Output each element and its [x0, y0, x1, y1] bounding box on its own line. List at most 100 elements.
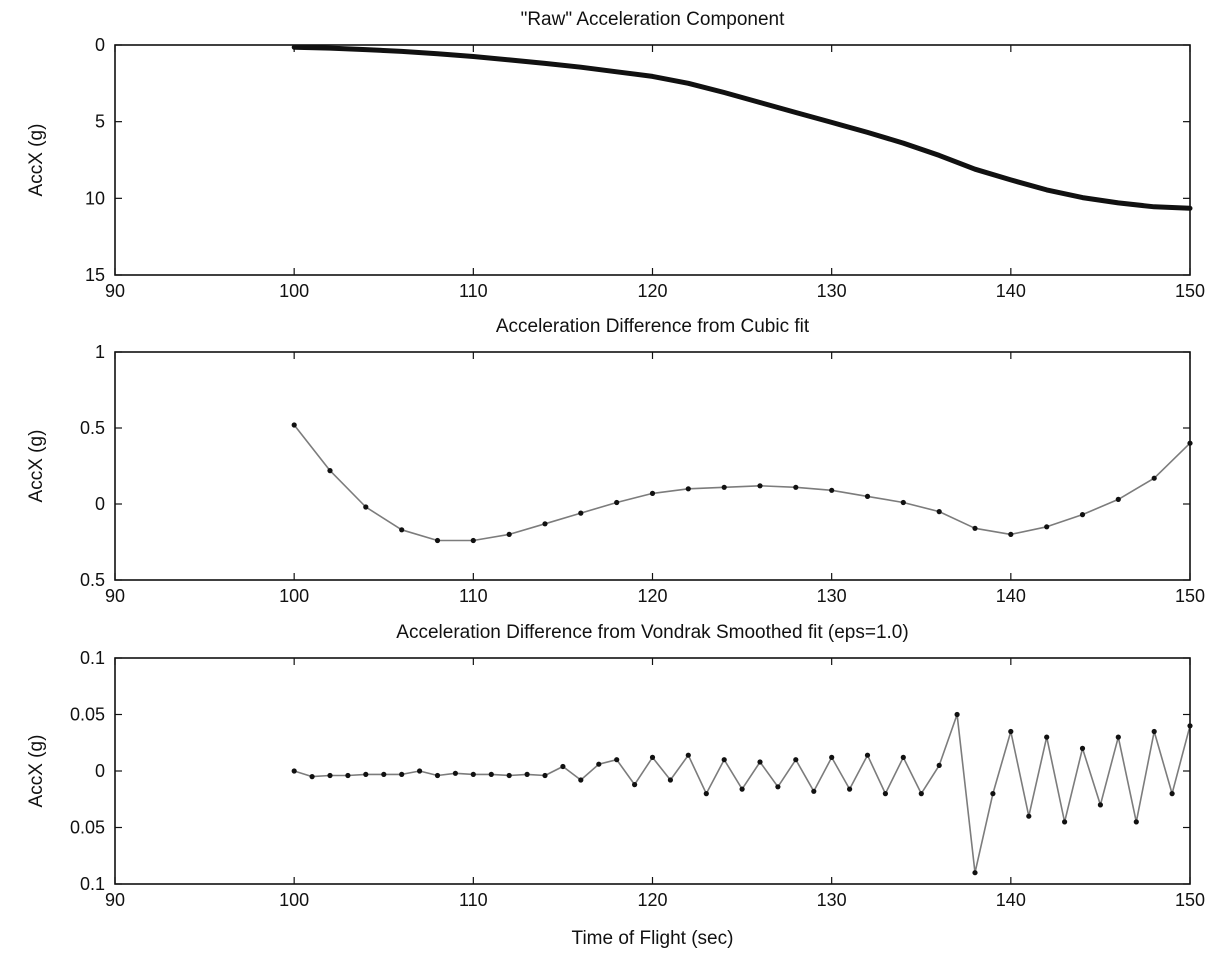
- y-tick-label: 0.5: [80, 570, 105, 590]
- chart-title: Acceleration Difference from Cubic fit: [496, 316, 810, 337]
- vondrak-fit-difference-panel: 90 100 110 120 130 140 150 0.1 0.05 0 0.05 0.1 Accel…: [26, 622, 1205, 949]
- data-point: [1079, 511, 1086, 518]
- data-point: [667, 777, 674, 783]
- x-tick-label: 110: [459, 281, 488, 301]
- data-point: [1151, 475, 1157, 481]
- data-trace: [293, 713, 1191, 874]
- x-tick-label: 150: [1175, 281, 1205, 301]
- y-tick-label: 5: [95, 112, 105, 132]
- data-point: [1008, 728, 1014, 735]
- data-point: [560, 763, 566, 770]
- data-point: [1187, 723, 1193, 729]
- data-point: [488, 771, 494, 778]
- data-point: [811, 788, 817, 794]
- y-tick-label: 0.1: [80, 648, 105, 668]
- y-tick-label: 0: [95, 35, 105, 55]
- data-point: [434, 772, 441, 779]
- x-tick-label: 150: [1175, 890, 1205, 910]
- data-trace: [293, 424, 1191, 542]
- chart-title: Acceleration Difference from Vondrak Smo…: [396, 622, 908, 643]
- data-point: [470, 537, 476, 544]
- data-point: [721, 484, 727, 490]
- data-point: [1044, 734, 1050, 740]
- data-point: [1079, 745, 1086, 752]
- data-point: [793, 484, 799, 490]
- data-point: [614, 757, 620, 763]
- data-point: [363, 771, 369, 778]
- data-point: [900, 499, 906, 506]
- y-tick-label: 15: [85, 265, 105, 285]
- data-point: [864, 752, 871, 758]
- x-axis-label: Time of Flight (sec): [572, 928, 734, 949]
- x-tick-label: 120: [637, 281, 667, 301]
- data-point: [1008, 531, 1014, 538]
- cubic-fit-difference-panel: 90 100 110 120 130 140 150 1 0.5 0 0.5 Acceleration…: [26, 316, 1205, 606]
- x-tick-label: 100: [279, 890, 309, 910]
- y-tick-label: 0: [95, 761, 105, 781]
- data-point: [685, 486, 691, 492]
- data-line: [291, 44, 1193, 211]
- data-point: [1115, 496, 1121, 502]
- data-point: [918, 791, 924, 797]
- data-point: [399, 771, 405, 778]
- plot-frame: [114, 44, 1191, 276]
- chart-title: "Raw" Acceleration Component: [521, 9, 786, 30]
- data-point: [864, 493, 871, 499]
- y-tick-label: 1: [95, 342, 105, 362]
- x-tick-label: 130: [817, 586, 847, 606]
- data-point: [847, 786, 853, 792]
- data-point: [936, 762, 942, 769]
- data-point: [452, 770, 458, 776]
- data-point: [972, 870, 978, 876]
- x-tick-label: 130: [817, 281, 847, 301]
- data-point: [757, 483, 763, 489]
- data-point: [954, 711, 960, 718]
- data-point: [309, 774, 315, 780]
- data-point: [793, 757, 799, 763]
- data-point: [578, 510, 584, 516]
- data-point: [345, 772, 351, 779]
- data-point: [506, 531, 512, 538]
- x-tick-label: 110: [459, 890, 488, 910]
- data-point: [900, 754, 906, 761]
- y-tick-label: 0.5: [80, 418, 105, 438]
- data-point: [936, 509, 942, 515]
- data-point: [1151, 728, 1157, 735]
- x-tick-label: 90: [105, 890, 125, 910]
- plot-frame: [114, 657, 1191, 885]
- y-tick-label: 0.05: [70, 705, 105, 725]
- data-point: [291, 768, 297, 774]
- x-tick-label: 130: [817, 890, 847, 910]
- x-tick-label: 90: [105, 586, 125, 606]
- x-tick-label: 100: [279, 586, 309, 606]
- data-point: [363, 504, 369, 510]
- data-point: [1133, 819, 1139, 825]
- data-point: [972, 525, 978, 531]
- data-point: [685, 752, 691, 758]
- data-point: [632, 782, 638, 788]
- data-point: [524, 771, 530, 778]
- x-tick-label: 140: [996, 586, 1026, 606]
- data-point: [327, 468, 333, 474]
- data-point: [721, 757, 727, 763]
- x-tick-label: 120: [637, 586, 667, 606]
- data-point: [470, 771, 476, 778]
- data-point: [399, 527, 405, 533]
- y-axis-label: AccX (g): [26, 124, 47, 197]
- data-point: [1097, 802, 1103, 808]
- data-point: [542, 772, 548, 779]
- data-point: [649, 754, 656, 761]
- x-tick-label: 110: [459, 586, 488, 606]
- data-point: [381, 771, 387, 778]
- data-point: [1044, 524, 1050, 530]
- data-point: [417, 768, 423, 774]
- data-point: [327, 772, 333, 779]
- data-point: [1026, 813, 1032, 819]
- y-tick-label: 0: [95, 494, 105, 514]
- y-tick-label: 10: [85, 188, 105, 208]
- raw-acceleration-panel: 90 100 110 120 130 140 150 0 5 10 15 "Raw" Accelera…: [26, 9, 1205, 301]
- y-tick-label: 0.1: [80, 874, 105, 894]
- data-point: [757, 759, 763, 765]
- data-point: [882, 791, 889, 797]
